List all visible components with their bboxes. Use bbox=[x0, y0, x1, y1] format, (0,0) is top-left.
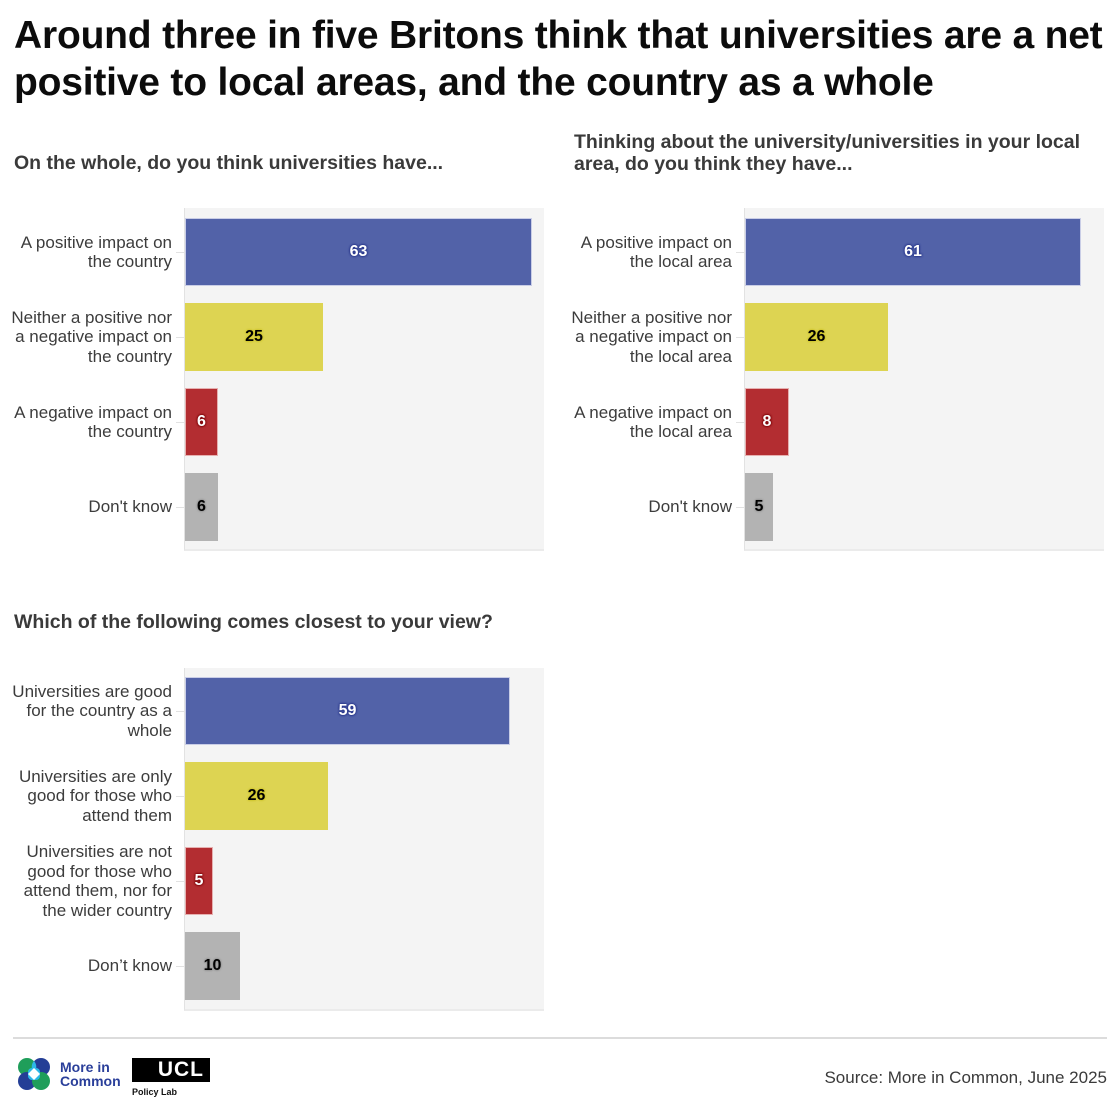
category-label: Universities are only good for those who… bbox=[0, 748, 172, 844]
bar-value-label: 25 bbox=[245, 328, 263, 345]
category-label-text: A negative impact on the country bbox=[14, 402, 172, 442]
bar-red: 8 bbox=[745, 388, 789, 456]
bar-yellow: 26 bbox=[745, 303, 888, 371]
category-label-text: Universities are only good for those who… bbox=[18, 766, 172, 825]
bar-gray: 5 bbox=[745, 473, 773, 541]
axis-tick bbox=[176, 881, 184, 882]
bar-gray: 6 bbox=[185, 473, 218, 541]
bar-red: 5 bbox=[185, 847, 213, 915]
axis-tick bbox=[176, 796, 184, 797]
category-label: A negative impact on the local area bbox=[560, 374, 732, 470]
chart-3-question: Which of the following comes closest to … bbox=[14, 611, 493, 633]
source-note: Source: More in Common, June 2025 bbox=[824, 1068, 1107, 1087]
footer-divider bbox=[13, 1037, 1107, 1039]
category-label-text: Neither a positive nor a negative impact… bbox=[571, 307, 732, 366]
category-label: A positive impact on the country bbox=[0, 204, 172, 300]
more-in-common-wordmark: More in Common bbox=[60, 1060, 121, 1088]
bar-blue: 59 bbox=[185, 677, 510, 745]
category-label: Universities are not good for those who … bbox=[0, 833, 172, 929]
chart-2-question: Thinking about the university/universiti… bbox=[574, 131, 1081, 175]
category-label: Don't know bbox=[560, 459, 732, 555]
axis-tick bbox=[176, 711, 184, 712]
bar-value-label: 10 bbox=[203, 957, 222, 974]
category-label-text: Don’t know bbox=[87, 956, 172, 976]
category-label-text: A positive impact on the country bbox=[20, 232, 172, 272]
mic-line-1: More in bbox=[60, 1059, 110, 1075]
axis-tick bbox=[736, 252, 744, 253]
axis-tick bbox=[176, 252, 184, 253]
bar-value-label: 5 bbox=[754, 498, 764, 515]
more-in-common-logo-icon bbox=[18, 1058, 50, 1090]
bar-red: 6 bbox=[185, 388, 218, 456]
category-label-text: Universities are not good for those who … bbox=[23, 842, 172, 920]
bar-value-label: 26 bbox=[807, 328, 826, 345]
chart-1-question: On the whole, do you think universities … bbox=[14, 152, 444, 174]
axis-tick bbox=[176, 337, 184, 338]
category-label-text: Neither a positive nor a negative impact… bbox=[11, 307, 172, 366]
category-label: A positive impact on the local area bbox=[560, 204, 732, 300]
axis-tick bbox=[736, 507, 744, 508]
bar-value-label: 6 bbox=[197, 413, 206, 430]
category-label: Universities are good for the country as… bbox=[0, 663, 172, 759]
category-label-text: A negative impact on the local area bbox=[574, 402, 732, 442]
bar-value-label: 59 bbox=[338, 702, 357, 719]
bar-value-label: 5 bbox=[194, 872, 204, 889]
axis-tick bbox=[176, 966, 184, 967]
category-label: Neither a positive nor a negative impact… bbox=[0, 289, 172, 385]
bar-value-label: 8 bbox=[762, 413, 772, 430]
bar-blue: 63 bbox=[185, 218, 532, 286]
category-label-text: Don't know bbox=[648, 497, 732, 517]
category-label: A negative impact on the country bbox=[0, 374, 172, 470]
axis-tick bbox=[736, 422, 744, 423]
mic-line-2: Common bbox=[60, 1073, 121, 1089]
bar-yellow: 25 bbox=[185, 303, 323, 371]
bar-value-label: 6 bbox=[197, 498, 206, 515]
bar-value-label: 26 bbox=[247, 787, 266, 804]
category-label: Don’t know bbox=[0, 918, 172, 1014]
bar-value-label: 63 bbox=[349, 243, 368, 260]
category-label: Neither a positive nor a negative impact… bbox=[560, 289, 732, 385]
bar-gray: 10 bbox=[185, 932, 240, 1000]
bar-value-label: 61 bbox=[904, 243, 922, 260]
page-title: Around three in five Britons think that … bbox=[14, 14, 1103, 104]
bar-blue: 61 bbox=[745, 218, 1081, 286]
category-label-text: A positive impact on the local area bbox=[580, 232, 732, 272]
category-label-text: Don't know bbox=[88, 497, 172, 517]
bar-yellow: 26 bbox=[185, 762, 328, 830]
ucl-policy-lab-label: Policy Lab bbox=[132, 1087, 178, 1097]
axis-tick bbox=[176, 507, 184, 508]
category-label-text: Universities are good for the country as… bbox=[12, 681, 172, 740]
axis-tick bbox=[176, 422, 184, 423]
axis-tick bbox=[736, 337, 744, 338]
category-label: Don't know bbox=[0, 459, 172, 555]
ucl-logo: UCL bbox=[132, 1058, 210, 1082]
